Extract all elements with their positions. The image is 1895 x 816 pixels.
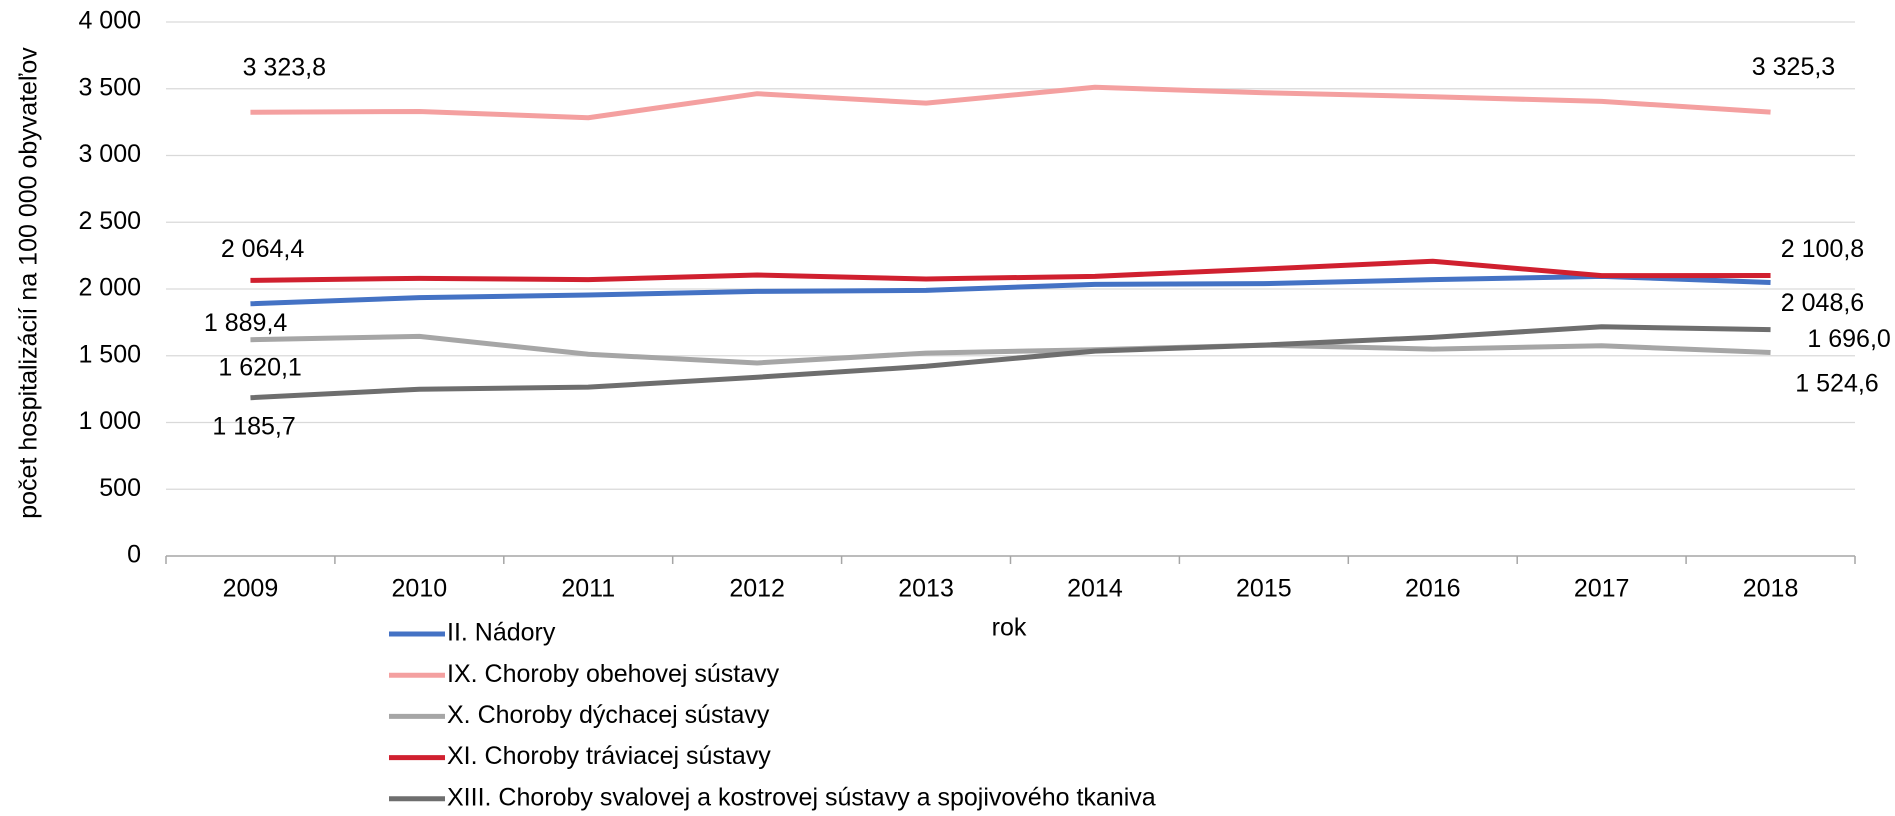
legend-label: II. Nádory xyxy=(447,619,556,647)
y-axis-title: počet hospitalizácií na 100 000 obyvateľ… xyxy=(15,47,43,519)
data-label: 1 889,4 xyxy=(204,309,288,337)
x-tick-label: 2018 xyxy=(1743,575,1799,603)
data-label: 2 064,4 xyxy=(221,235,305,263)
series-line xyxy=(250,258,1771,283)
data-label: 3 325,3 xyxy=(1752,53,1835,81)
data-label: 1 696,0 xyxy=(1807,325,1890,353)
y-tick-label: 0 xyxy=(127,541,141,569)
series-line xyxy=(250,333,1771,366)
y-tick-label: 1 500 xyxy=(78,340,141,368)
y-tick-label: 1 000 xyxy=(78,407,141,435)
x-tick-label: 2010 xyxy=(392,575,448,603)
data-label: 3 323,8 xyxy=(243,53,326,81)
y-tick-label: 3 500 xyxy=(78,73,141,101)
y-tick-label: 4 000 xyxy=(78,7,141,35)
y-tick-label: 3 000 xyxy=(78,140,141,168)
x-tick-label: 2011 xyxy=(561,575,615,603)
legend-label: XIII. Choroby svalovej a kostrovej sústa… xyxy=(447,783,1156,811)
legend-label: XI. Choroby tráviacej sústavy xyxy=(447,742,771,770)
y-tick-label: 2 000 xyxy=(78,274,141,302)
series-line xyxy=(250,84,1771,121)
y-tick-label: 2 500 xyxy=(78,207,141,235)
y-tick-label: 500 xyxy=(99,474,141,502)
data-label: 1 185,7 xyxy=(212,413,295,441)
x-tick-label: 2017 xyxy=(1574,575,1630,603)
data-label: 1 524,6 xyxy=(1795,370,1878,398)
x-tick-label: 2015 xyxy=(1236,575,1292,603)
x-tick-label: 2016 xyxy=(1405,575,1461,603)
x-tick-label: 2013 xyxy=(898,575,954,603)
x-axis-title: rok xyxy=(992,614,1027,642)
x-tick-label: 2014 xyxy=(1067,575,1123,603)
series-line xyxy=(250,273,1771,307)
x-tick-label: 2009 xyxy=(223,575,279,603)
series-line xyxy=(250,324,1771,401)
data-label: 2 048,6 xyxy=(1781,289,1864,317)
legend-label: IX. Choroby obehovej sústavy xyxy=(447,660,780,688)
x-tick-label: 2012 xyxy=(729,575,785,603)
legend-label: X. Choroby dýchacej sústavy xyxy=(447,701,770,729)
data-label: 2 100,8 xyxy=(1781,235,1864,263)
data-label: 1 620,1 xyxy=(218,353,301,381)
